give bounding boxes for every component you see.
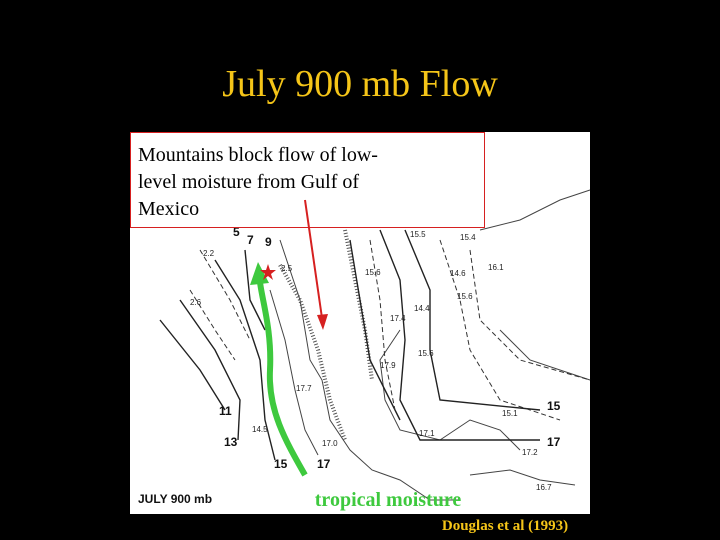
star <box>260 264 276 280</box>
annotation: tropical moisture <box>315 489 462 511</box>
map-label: 14.4 <box>414 304 430 313</box>
map-labels: 57 9 2.2 2.5 2.6 15.5 15.4 16.1 15.6 14.6 15.6 14.4… <box>190 225 561 492</box>
map-label: 14.5 <box>252 425 268 434</box>
map-label: 13 <box>224 435 238 449</box>
gulf-coast <box>379 329 521 451</box>
callout-text: Mountains block flow of low- level moist… <box>138 144 378 220</box>
title: July 900 mb Flow <box>222 63 498 105</box>
isoline <box>439 239 561 421</box>
arrow-head <box>250 262 269 285</box>
map-caption: JULY 900 mb <box>138 492 212 506</box>
map-label: 9 <box>265 235 272 249</box>
map-label: 15.6 <box>457 292 473 301</box>
florida <box>499 329 591 381</box>
map-label: 15.6 <box>418 349 434 358</box>
baja <box>269 289 319 456</box>
arrow-shaft <box>304 199 323 319</box>
streamline <box>159 319 226 411</box>
map-label: 7 <box>247 233 254 247</box>
callout-line: Mountains block flow of low- <box>138 144 378 166</box>
isolines <box>189 239 591 421</box>
map-label: 17 <box>547 435 561 449</box>
map-label: 17 <box>317 457 331 471</box>
isoline <box>199 249 251 341</box>
map-label: 17.9 <box>380 361 396 370</box>
streamline <box>379 229 540 441</box>
isoline <box>369 239 396 411</box>
map-label: 5 <box>233 225 240 239</box>
map-label: 15.6 <box>365 268 381 277</box>
isoline <box>469 249 591 381</box>
coast <box>279 239 460 501</box>
map-label: 17.7 <box>296 384 312 393</box>
map-label: 17.0 <box>322 439 338 448</box>
map-label: 16.1 <box>488 263 504 272</box>
sierra-madre <box>278 264 347 441</box>
streamline <box>404 229 541 411</box>
arrow-shaft <box>257 281 308 477</box>
streamline <box>179 299 241 441</box>
map-label: 15 <box>547 399 561 413</box>
green-arrow <box>250 262 308 477</box>
map-label: 14.6 <box>450 269 466 278</box>
map-label: 17.2 <box>522 448 538 457</box>
arrow-head <box>317 314 328 330</box>
streamline <box>244 249 266 331</box>
streamline <box>349 239 401 421</box>
map-label: 15.1 <box>502 409 518 418</box>
map-label: 11 <box>219 404 232 418</box>
border <box>479 189 591 231</box>
red-arrow <box>304 199 328 330</box>
citation: Douglas et al (1993) <box>442 518 568 534</box>
caribbean <box>469 469 576 486</box>
map-label: 16.7 <box>536 483 552 492</box>
map-label: 2.6 <box>190 298 202 307</box>
coastlines <box>269 189 591 501</box>
callout-line: level moisture from Gulf of <box>138 171 359 193</box>
map-label: 17.1 <box>419 429 435 438</box>
streamlines <box>159 229 541 461</box>
callout-line: Mexico <box>138 198 199 220</box>
map-label: 15 <box>274 457 288 471</box>
map-label: 15.4 <box>460 233 476 242</box>
map-label: 15.5 <box>410 230 426 239</box>
mountains <box>278 229 374 441</box>
map-label: 17.4 <box>390 314 406 323</box>
map-label: 2.5 <box>281 264 293 273</box>
map-label: 2.2 <box>203 249 215 258</box>
streamline <box>214 259 276 461</box>
